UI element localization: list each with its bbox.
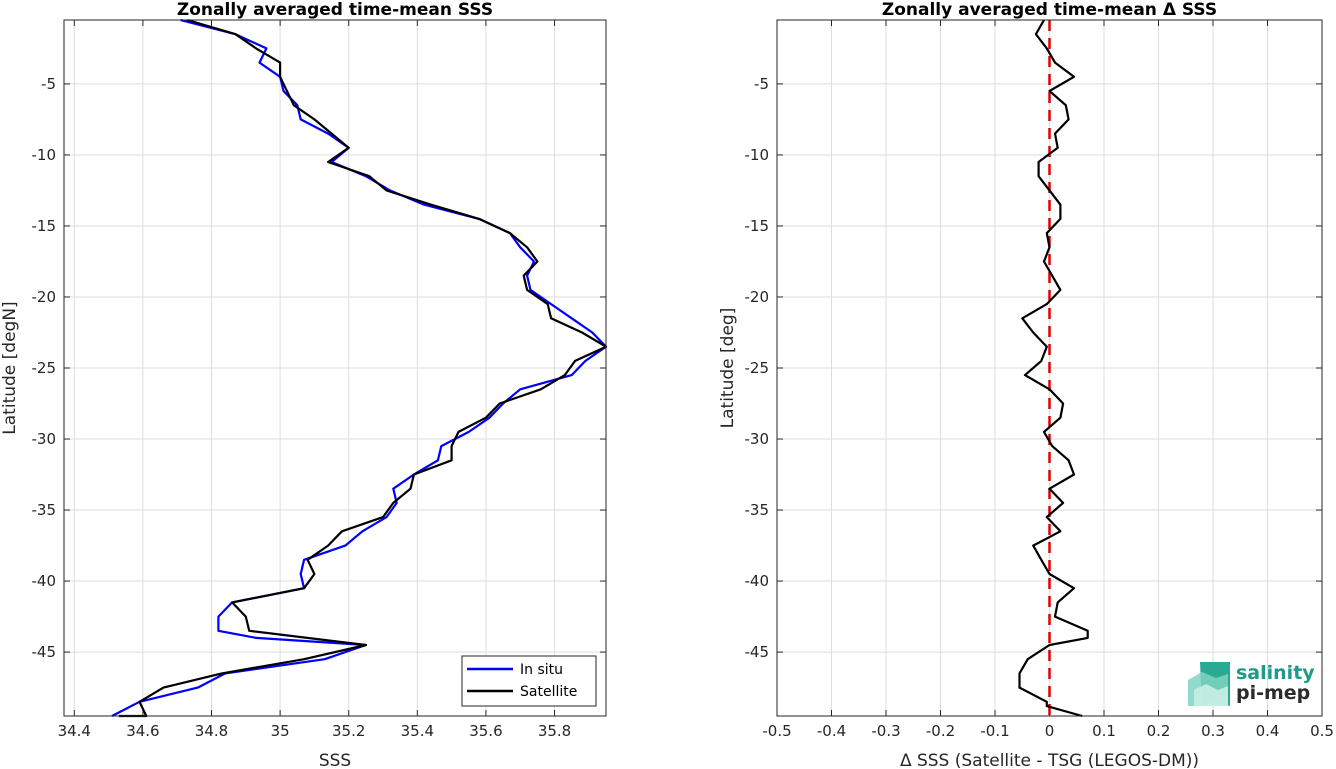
x-tick-label: -0.3: [871, 722, 900, 740]
series-line-in-situ: [111, 18, 608, 717]
x-tick-label: 35.2: [332, 722, 365, 740]
y-tick-label: -15: [32, 217, 57, 235]
y-tick-label: -35: [745, 501, 770, 519]
logo-wave-icon: [1188, 662, 1230, 706]
x-tick-label: 35.4: [401, 722, 434, 740]
series-line-delta-sss: [1018, 19, 1089, 718]
logo-text-salinity: salinity: [1236, 662, 1315, 684]
x-tick-label: 34.8: [195, 722, 228, 740]
salinity-pi-mep-logo: salinity pi-mep: [1188, 662, 1315, 706]
x-tick-label: 0.3: [1201, 722, 1225, 740]
x-tick-label: 35.8: [538, 722, 571, 740]
right-series-lines: [1018, 19, 1089, 718]
left-grid: [64, 20, 606, 716]
y-tick-label: -40: [32, 572, 57, 590]
right-x-axis-label: Δ SSS (Satellite - TSG (LEGOS-DM)): [900, 751, 1199, 769]
y-tick-label: -45: [745, 643, 770, 661]
x-tick-label: 0.1: [1092, 722, 1116, 740]
left-tick-labels: 34.4 34.6 34.8 35 35.2 35.4 35.6 35.8 -5 -10 -15 -2…: [32, 75, 572, 740]
y-tick-label: -10: [745, 146, 770, 164]
legend-label-in-situ: In situ: [520, 662, 563, 678]
legend: In situ Satellite: [461, 655, 597, 707]
legend-label-satellite: Satellite: [520, 684, 577, 700]
x-tick-label: 34.4: [58, 722, 91, 740]
right-y-axis-label: Latitude [deg]: [718, 308, 738, 429]
y-tick-label: -40: [745, 572, 770, 590]
y-tick-label: -30: [32, 430, 57, 448]
left-y-axis-label: Latitude [degN]: [0, 301, 20, 434]
y-tick-label: -5: [41, 75, 56, 93]
left-series-lines: [111, 18, 608, 718]
y-tick-label: -5: [754, 75, 769, 93]
x-tick-label: 35: [271, 722, 290, 740]
y-tick-label: -25: [32, 359, 57, 377]
y-tick-label: -20: [745, 288, 770, 306]
left-panel-sss: 34.4 34.6 34.8 35 35.2 35.4 35.6 35.8 -5 -10 -15 -2…: [0, 0, 608, 769]
y-tick-label: -15: [745, 217, 770, 235]
x-tick-label: -0.4: [817, 722, 846, 740]
y-tick-label: -35: [32, 501, 57, 519]
y-tick-label: -30: [745, 430, 770, 448]
x-tick-label: -0.2: [926, 722, 955, 740]
logo-text-pi-mep: pi-mep: [1236, 682, 1310, 704]
right-chart-title: Zonally averaged time-mean Δ SSS: [882, 0, 1217, 20]
x-tick-label: 0.2: [1147, 722, 1171, 740]
right-axes-frame: [776, 19, 1323, 717]
right-panel-delta-sss: -0.5 -0.4 -0.3 -0.2 -0.1 0 0.1 0.2 0.3 0.4 0.5 -5 -1…: [718, 0, 1334, 769]
y-tick-label: -10: [32, 146, 57, 164]
x-tick-label: 0.4: [1256, 722, 1280, 740]
y-tick-label: -25: [745, 359, 770, 377]
series-line-satellite: [118, 18, 608, 718]
x-tick-label: 0.5: [1310, 722, 1334, 740]
x-tick-label: 0: [1045, 722, 1055, 740]
x-tick-label: 35.6: [469, 722, 502, 740]
x-tick-label: -0.1: [980, 722, 1009, 740]
y-tick-label: -45: [32, 643, 57, 661]
x-tick-label: -0.5: [762, 722, 791, 740]
left-chart-title: Zonally averaged time-mean SSS: [177, 0, 493, 20]
left-x-axis-label: SSS: [319, 751, 351, 769]
left-axes-frame: [63, 19, 607, 717]
y-tick-label: -20: [32, 288, 57, 306]
legend-box: [461, 655, 597, 707]
x-tick-label: 34.6: [126, 722, 159, 740]
right-tick-labels: -0.5 -0.4 -0.3 -0.2 -0.1 0 0.1 0.2 0.3 0.4 0.5 -5 -1…: [745, 75, 1334, 740]
